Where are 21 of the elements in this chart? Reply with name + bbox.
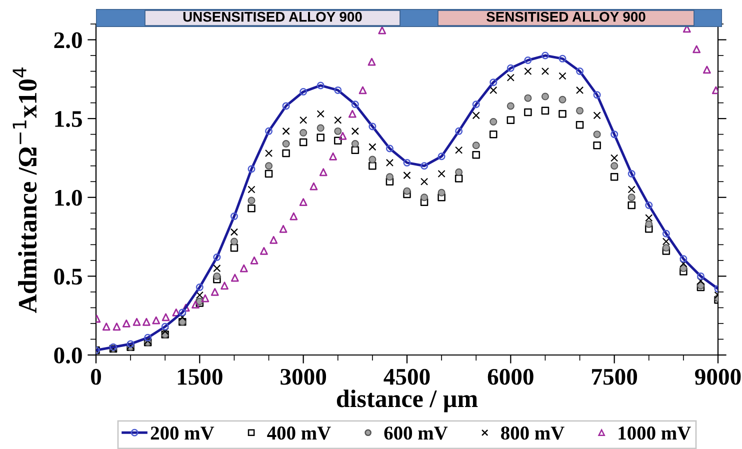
text: SENSITISED ALLOY 900 — [486, 12, 646, 22]
y-tick-label: 0.0 — [54, 347, 82, 364]
y-tick-label: 1.0 — [55, 190, 82, 206]
y-tick-label: 0.5 — [54, 268, 82, 285]
y-tick-label: 1.5 — [55, 111, 82, 128]
legend-label: 400 mV — [267, 426, 331, 440]
legend-label: 200 mV — [150, 426, 214, 440]
y-tick-label: 2.0 — [54, 32, 82, 48]
legend-label: 800 mV — [501, 426, 564, 440]
x-tick-label: 0 — [90, 368, 102, 385]
x-tick-label: 4500 — [384, 368, 430, 385]
legend-label: 600 mV — [384, 426, 448, 440]
x-tick-label: 9000 — [695, 368, 741, 385]
legend-label: 1000 mV — [618, 426, 691, 440]
x-tick-label: 1500 — [178, 368, 222, 385]
x-tick-label: 6000 — [488, 368, 534, 385]
y-axis-title: Admittance /Ω$^{−1}$x10$^{4}$ — [12, 68, 37, 314]
x-tick-label: 3000 — [280, 368, 326, 385]
text: UNSENSITISED ALLOY 900 — [183, 12, 362, 22]
x-tick-label: 7500 — [592, 368, 638, 385]
x-axis-title: distance / µm — [336, 390, 478, 412]
